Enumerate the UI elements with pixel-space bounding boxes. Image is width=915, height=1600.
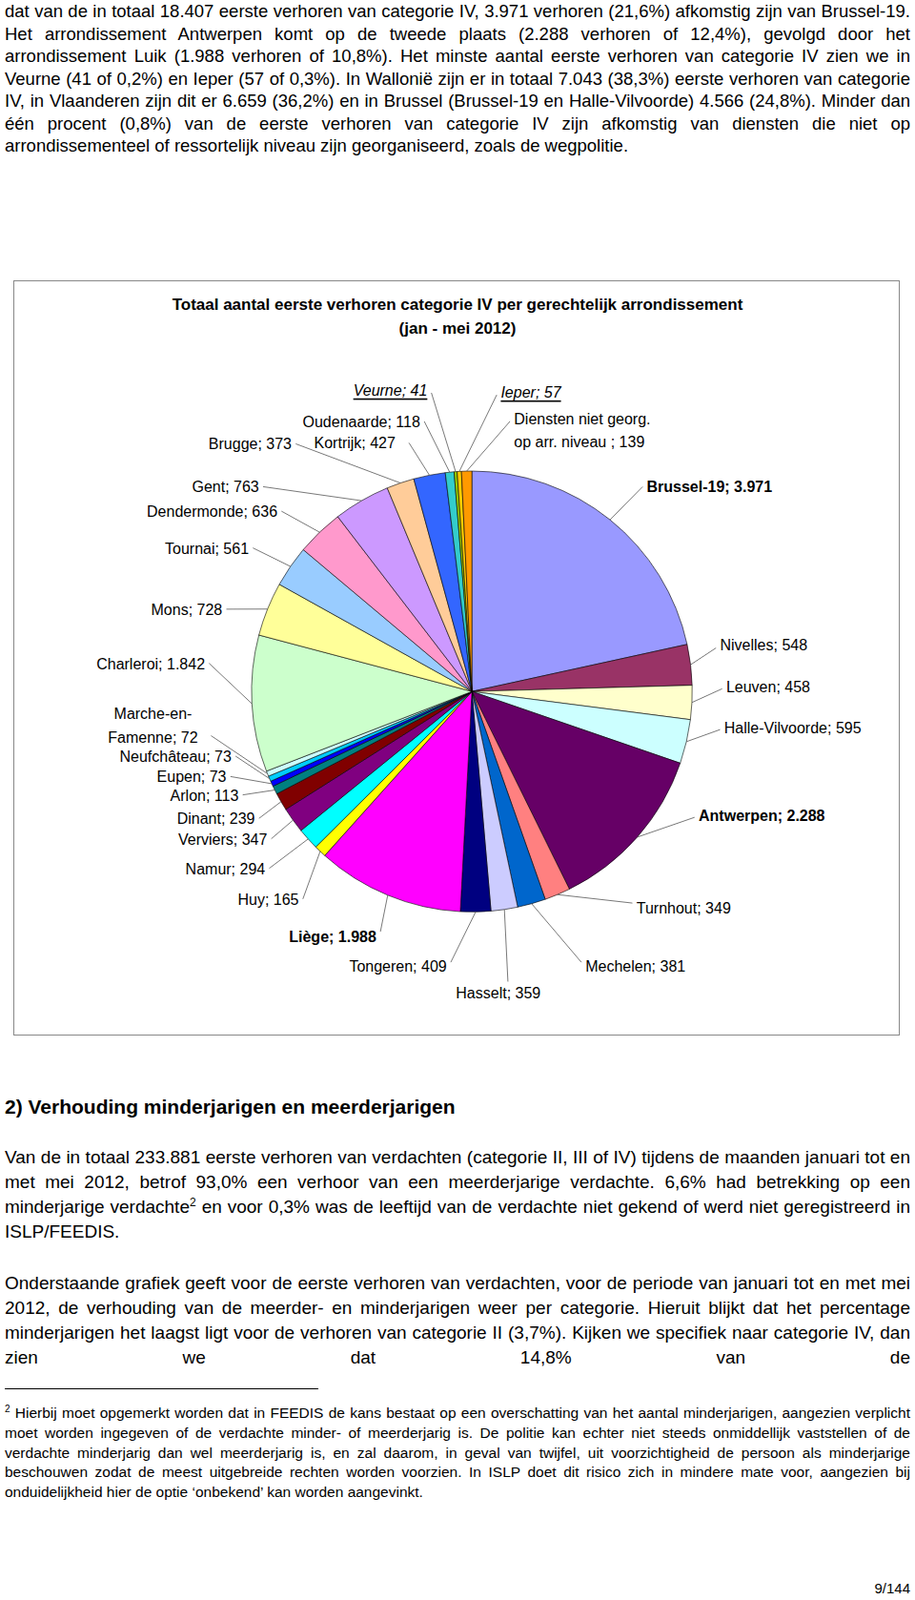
html-text:Totaal aantal eerste verhoren: Totaal aantal eerste verhoren categorie … bbox=[172, 295, 743, 314]
svg-text:Brussel-19; 3.971: Brussel-19; 3.971 bbox=[646, 478, 773, 495]
html-text:2) Verhouding minderjarigen en: 2) Verhouding minderjarigen en meerderja… bbox=[4, 1095, 456, 1118]
svg-text:Ieper; 57: Ieper; 57 bbox=[500, 383, 562, 400]
svg-text:Marche-en-Famenne; 72: Marche-en-Famenne; 72 bbox=[107, 705, 198, 746]
svg-text:Tournai; 561: Tournai; 561 bbox=[164, 539, 249, 556]
svg-text:Namur; 294: Namur; 294 bbox=[185, 859, 266, 876]
html-text:Van de in totaal 233.881 eerst: Van de in totaal 233.881 eerste verhoren… bbox=[4, 1146, 911, 1241]
svg-text:Arlon; 113: Arlon; 113 bbox=[170, 786, 240, 803]
html-text:Onderstaande grafiek geeft voo: Onderstaande grafiek geeft voor de eerst… bbox=[4, 1272, 911, 1367]
svg-text:Oudenaarde; 118: Oudenaarde; 118 bbox=[303, 412, 421, 429]
svg-text:Turnhout; 349: Turnhout; 349 bbox=[636, 899, 732, 916]
svg-text:Dinant; 239: Dinant; 239 bbox=[177, 810, 256, 827]
svg-text:Antwerpen; 2.288: Antwerpen; 2.288 bbox=[698, 807, 826, 824]
svg-text:Eupen; 73: Eupen; 73 bbox=[157, 768, 227, 785]
svg-text:Nivelles; 548: Nivelles; 548 bbox=[720, 636, 809, 653]
svg-text:Dendermonde; 636: Dendermonde; 636 bbox=[146, 503, 278, 520]
html-text:(jan - mei 2012): (jan - mei 2012) bbox=[398, 319, 517, 338]
svg-text:Kortrijk; 427: Kortrijk; 427 bbox=[314, 434, 396, 451]
svg-text:Brugge; 373: Brugge; 373 bbox=[208, 435, 292, 452]
svg-text:Hasselt; 359: Hasselt; 359 bbox=[455, 984, 541, 1001]
svg-text:Diensten niet georg.op arr. ni: Diensten niet georg.op arr. niveau ; 139 bbox=[513, 409, 651, 450]
svg-text:Liège; 1.988: Liège; 1.988 bbox=[288, 928, 377, 945]
svg-text:Neufchâteau; 73: Neufchâteau; 73 bbox=[119, 747, 232, 764]
svg-text:Huy; 165: Huy; 165 bbox=[237, 890, 299, 907]
svg-text:Leuven; 458: Leuven; 458 bbox=[726, 678, 811, 695]
html-text:2 Hierbij moet opgemerkt worde: 2 Hierbij moet opgemerkt worden dat in F… bbox=[4, 1402, 911, 1500]
svg-text:Gent; 763: Gent; 763 bbox=[191, 478, 259, 495]
html-text:9/144: 9/144 bbox=[874, 1579, 911, 1596]
svg-text:Tongeren; 409: Tongeren; 409 bbox=[348, 957, 447, 975]
svg-text:Veurne; 41: Veurne; 41 bbox=[353, 381, 428, 398]
svg-text:Verviers; 347: Verviers; 347 bbox=[178, 830, 267, 847]
svg-text:Charleroi; 1.842: Charleroi; 1.842 bbox=[96, 654, 205, 671]
html-text:dat van de in totaal 18.407 ee: dat van de in totaal 18.407 eerste verho… bbox=[4, 0, 911, 156]
svg-text:Mechelen; 381: Mechelen; 381 bbox=[585, 957, 686, 975]
svg-text:Halle-Vilvoorde; 595: Halle-Vilvoorde; 595 bbox=[724, 719, 862, 736]
svg-text:Mons; 728: Mons; 728 bbox=[151, 600, 224, 617]
